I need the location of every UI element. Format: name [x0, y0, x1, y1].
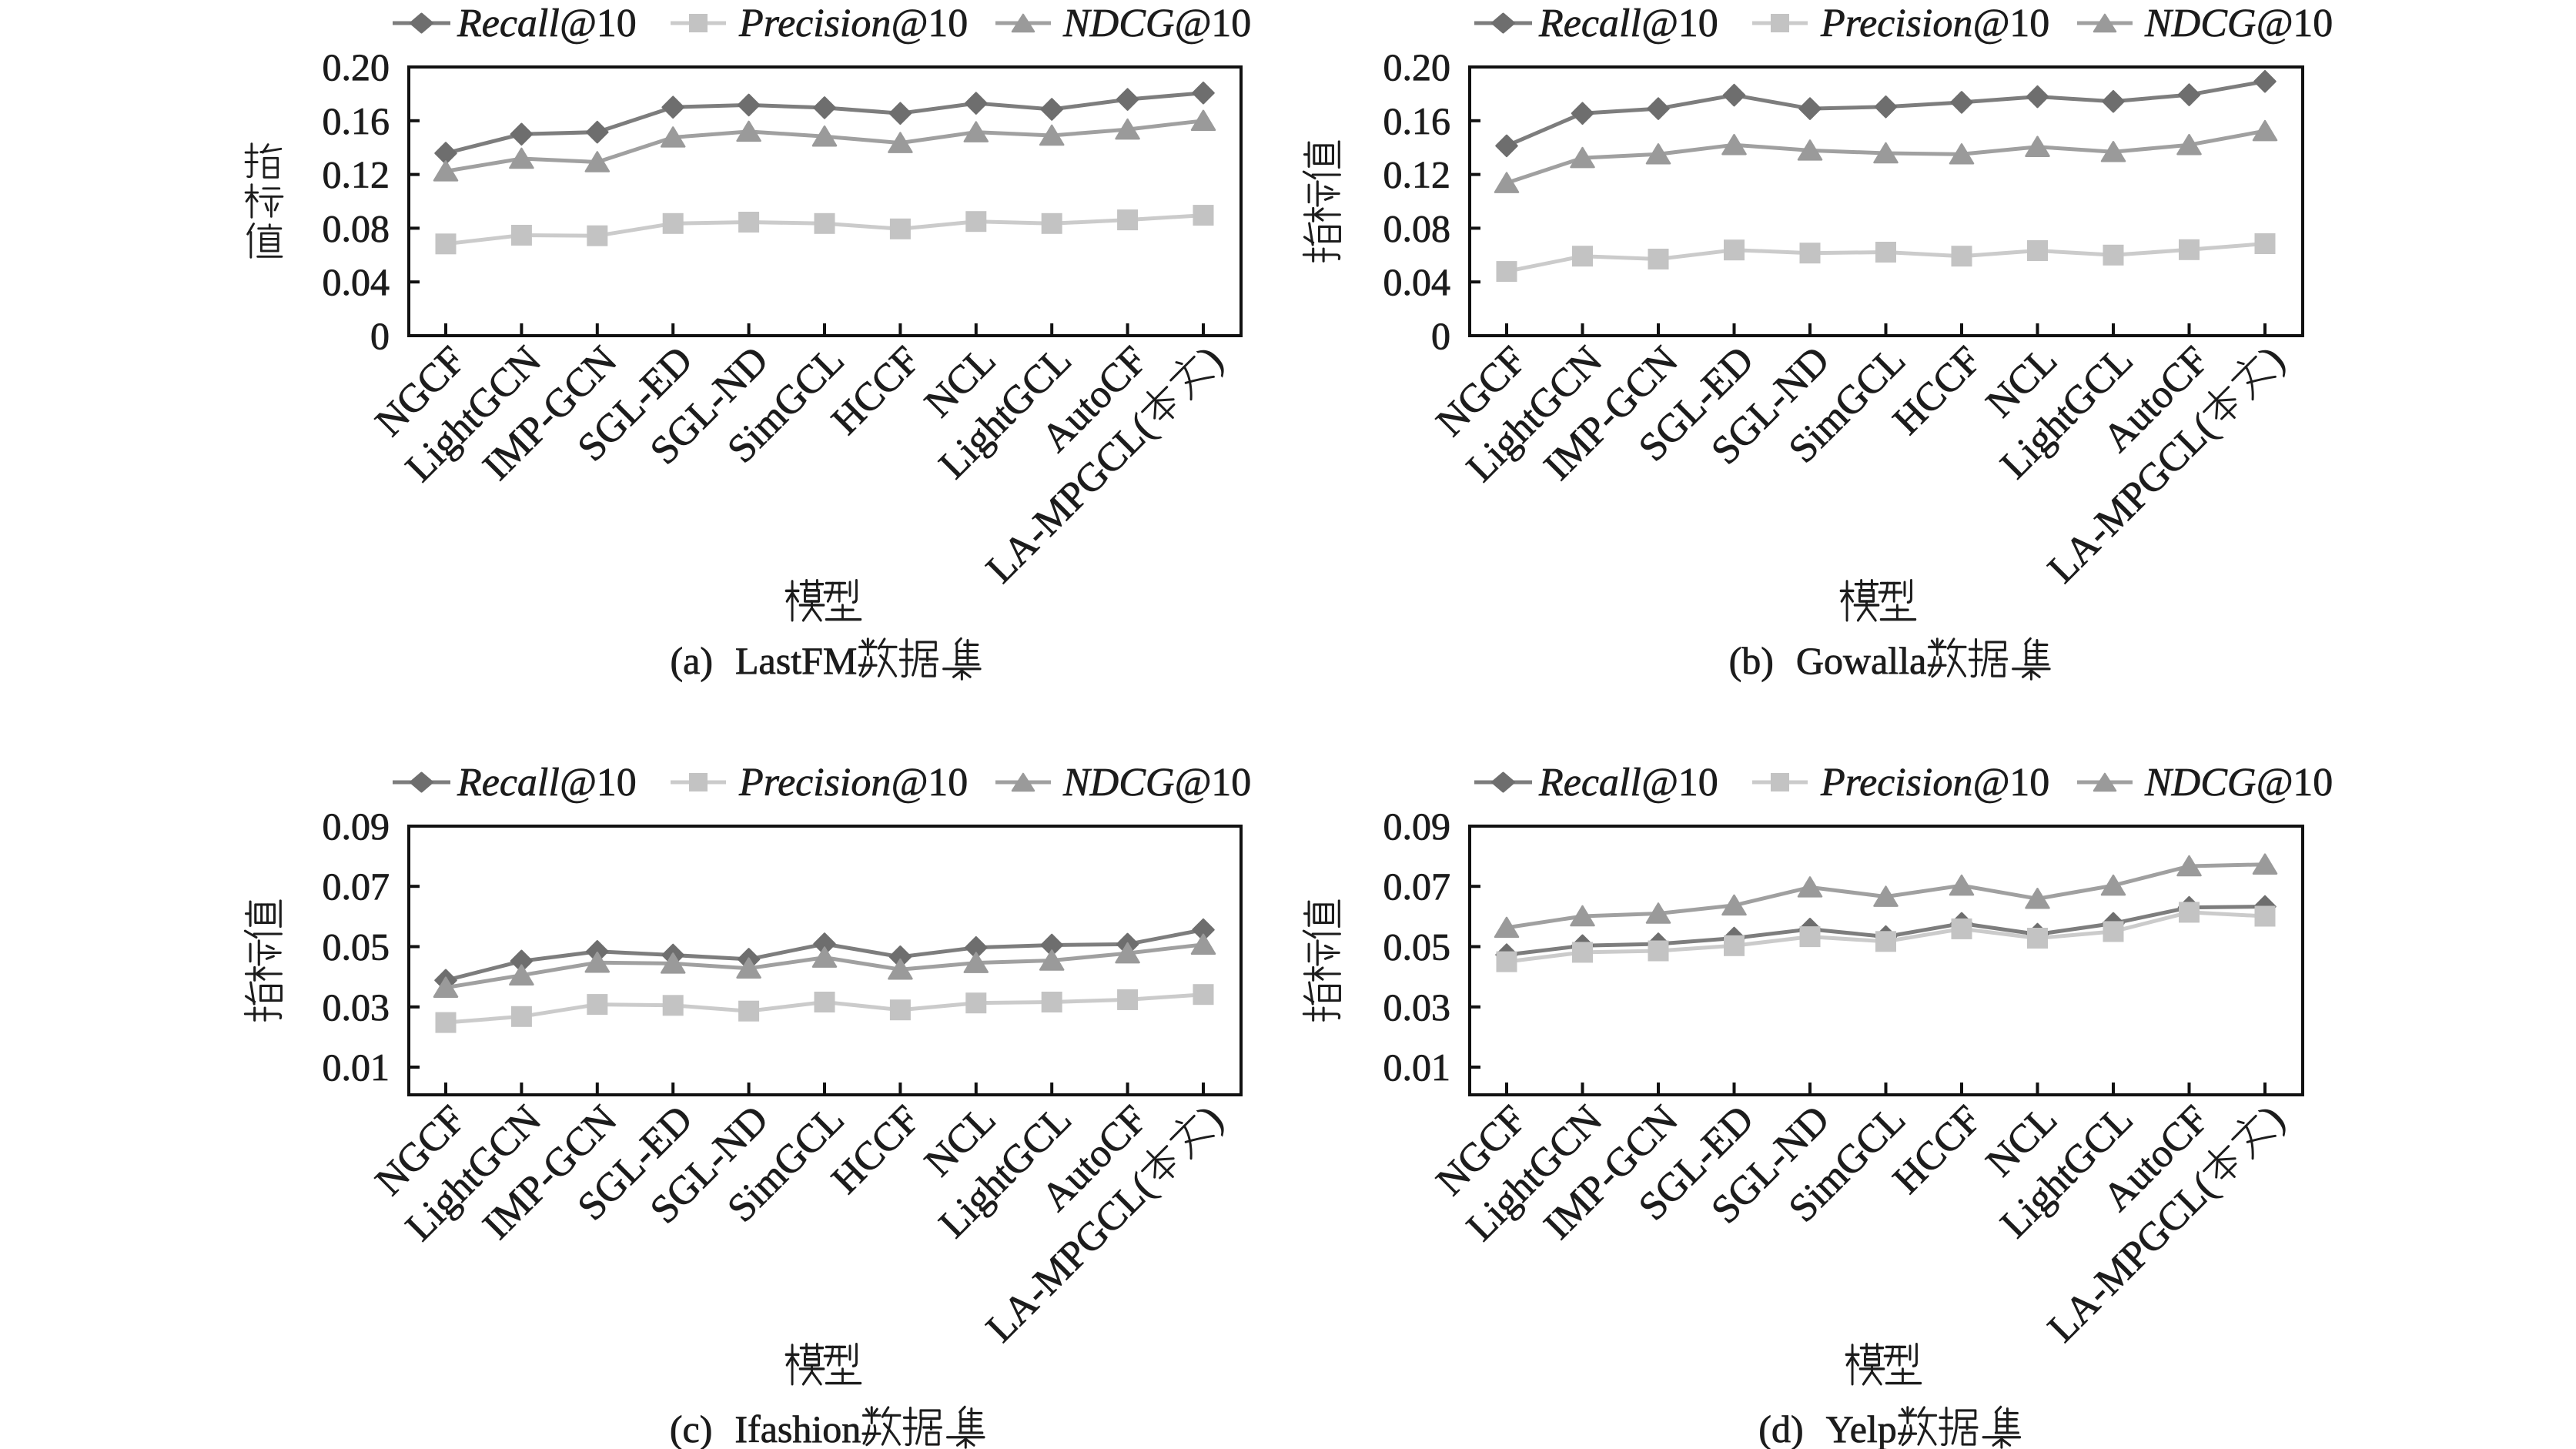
svg-text:0.08: 0.08 — [1383, 206, 1451, 249]
svg-text:Recall@: Recall@ — [1538, 761, 1678, 805]
svg-text:Precision@: Precision@ — [738, 2, 928, 45]
svg-text:(d): (d) — [1758, 1407, 1803, 1449]
svg-text:0.07: 0.07 — [1383, 865, 1451, 908]
svg-text:NDCG@: NDCG@ — [2144, 761, 2293, 805]
svg-text:10: 10 — [2009, 761, 2049, 805]
svg-text:NDCG@: NDCG@ — [1062, 761, 1211, 805]
svg-text:Yelp: Yelp — [1826, 1407, 1897, 1449]
svg-text:Precision@: Precision@ — [1820, 761, 2009, 805]
svg-text:Recall@: Recall@ — [457, 2, 597, 45]
svg-text:Precision@: Precision@ — [1820, 2, 2009, 45]
svg-text:0.03: 0.03 — [323, 986, 390, 1029]
svg-text:NDCG@: NDCG@ — [1062, 2, 1211, 45]
svg-text:0.04: 0.04 — [323, 260, 390, 303]
svg-text:10: 10 — [1211, 761, 1251, 805]
svg-text:0.09: 0.09 — [1383, 805, 1451, 848]
svg-text:0.01: 0.01 — [323, 1046, 390, 1089]
svg-text:10: 10 — [1211, 2, 1251, 45]
svg-text:0.12: 0.12 — [1383, 153, 1451, 196]
svg-text:10: 10 — [1678, 761, 1718, 805]
svg-text:NDCG@: NDCG@ — [2144, 2, 2293, 45]
svg-text:10: 10 — [928, 761, 968, 805]
svg-text:0.20: 0.20 — [323, 45, 390, 89]
svg-text:10: 10 — [1678, 2, 1718, 45]
svg-text:0: 0 — [1431, 314, 1450, 357]
svg-text:LastFM: LastFM — [735, 639, 857, 682]
svg-text:Recall@: Recall@ — [1538, 2, 1678, 45]
svg-text:Precision@: Precision@ — [738, 761, 928, 805]
svg-text:10: 10 — [928, 2, 968, 45]
svg-text:0.03: 0.03 — [1383, 986, 1451, 1029]
svg-text:0.01: 0.01 — [1383, 1046, 1451, 1089]
svg-text:0.12: 0.12 — [323, 153, 390, 196]
svg-text:10: 10 — [2293, 761, 2333, 805]
svg-text:0.08: 0.08 — [323, 206, 390, 249]
svg-text:Gowalla: Gowalla — [1796, 639, 1926, 682]
svg-text:0.09: 0.09 — [323, 805, 390, 848]
svg-text:0.05: 0.05 — [1383, 925, 1451, 969]
svg-text:(b): (b) — [1729, 639, 1774, 682]
svg-text:0.16: 0.16 — [1383, 99, 1451, 142]
svg-text:(a): (a) — [671, 639, 714, 682]
svg-text:0.05: 0.05 — [323, 925, 390, 969]
svg-text:0.20: 0.20 — [1383, 45, 1451, 89]
svg-text:0.07: 0.07 — [323, 865, 390, 908]
svg-text:0: 0 — [370, 314, 390, 357]
svg-text:10: 10 — [2009, 2, 2049, 45]
svg-text:10: 10 — [597, 761, 637, 805]
svg-text:10: 10 — [597, 2, 637, 45]
svg-text:10: 10 — [2293, 2, 2333, 45]
svg-text:Ifashion: Ifashion — [734, 1407, 861, 1449]
svg-text:0.04: 0.04 — [1383, 260, 1451, 303]
svg-text:(c): (c) — [670, 1407, 713, 1449]
svg-text:Recall@: Recall@ — [457, 761, 597, 805]
svg-text:0.16: 0.16 — [323, 99, 390, 142]
